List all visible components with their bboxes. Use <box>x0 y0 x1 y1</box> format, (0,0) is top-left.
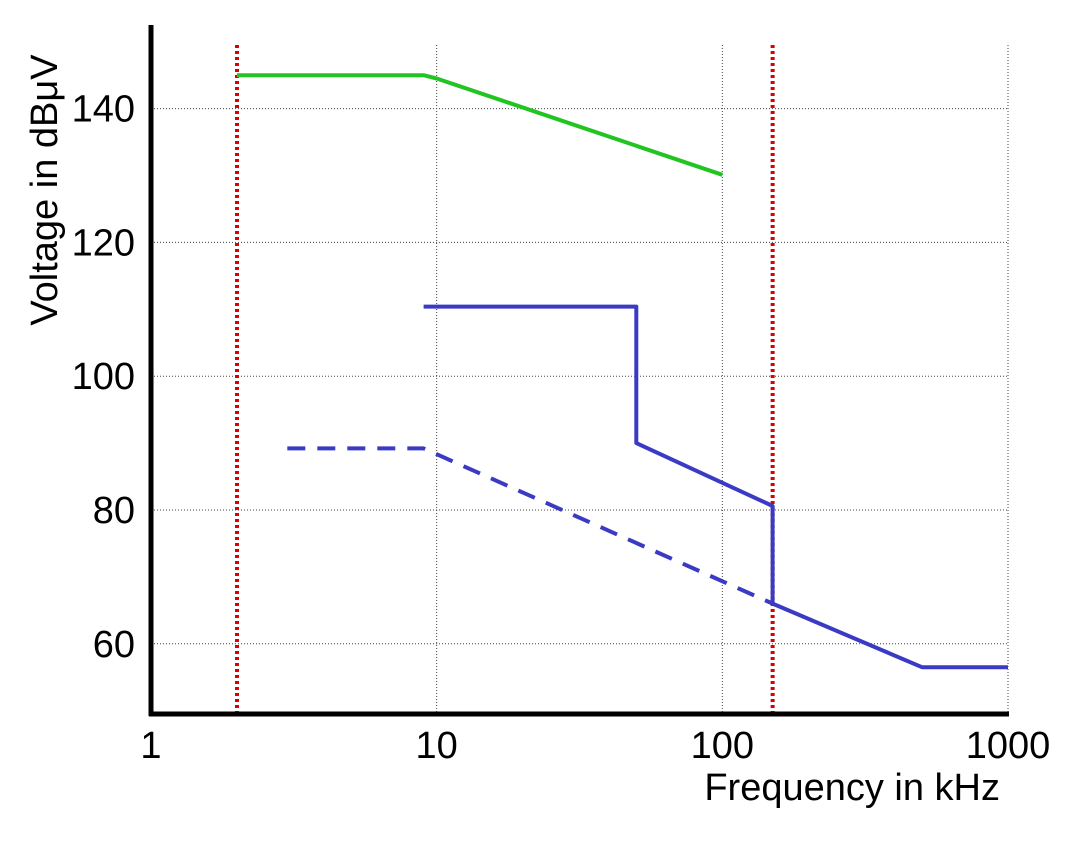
series-line-0 <box>237 73 723 177</box>
y-tick-label: 100 <box>72 356 135 398</box>
series-line-2 <box>287 446 774 606</box>
y-tick-label: 140 <box>72 89 135 131</box>
reference-lines <box>234 45 775 714</box>
tick-labels: 1 10 100 1000 60 80 100 120 140 <box>72 89 1051 767</box>
y-tick-label: 120 <box>72 222 135 264</box>
x-tick-label: 10 <box>416 725 458 767</box>
y-axis-title: Voltage in dBμV <box>24 54 66 326</box>
x-tick-label: 1 <box>140 725 161 767</box>
x-tick-label: 100 <box>691 725 754 767</box>
grid <box>151 45 1009 714</box>
y-tick-label: 80 <box>93 490 135 532</box>
y-tick-label: 60 <box>93 624 135 666</box>
x-axis-title: Frequency in kHz <box>704 767 1000 809</box>
series-line-1 <box>423 304 1008 670</box>
axes <box>148 25 1009 717</box>
x-tick-label: 1000 <box>966 725 1051 767</box>
series-layer <box>237 73 1008 670</box>
